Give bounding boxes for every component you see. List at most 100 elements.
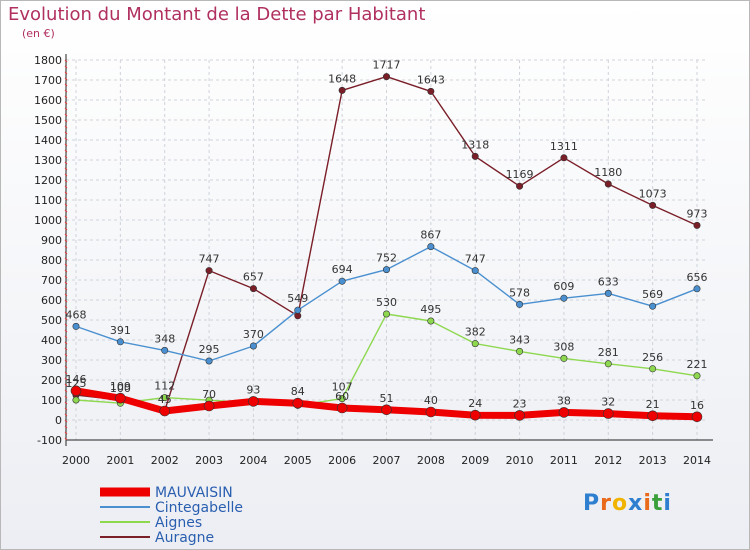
- y-tick-label: 1800: [34, 54, 62, 67]
- data-label: 609: [553, 280, 574, 293]
- data-label: 21: [646, 398, 660, 411]
- x-tick-label: 2014: [683, 454, 711, 467]
- y-axis-dot: [64, 125, 68, 129]
- x-tick-label: 2007: [373, 454, 401, 467]
- x-tick-label: 2008: [417, 454, 445, 467]
- y-axis-dot: [64, 83, 68, 87]
- logo-letter: i: [643, 491, 652, 516]
- data-label: 578: [509, 286, 530, 299]
- data-label: 256: [642, 351, 663, 364]
- data-point: [516, 347, 524, 355]
- data-label: 343: [509, 333, 530, 346]
- y-axis-dot: [64, 161, 68, 165]
- data-label: 84: [291, 385, 305, 398]
- y-axis-dot: [64, 281, 68, 285]
- data-label: 468: [66, 308, 87, 321]
- data-point: [649, 302, 657, 310]
- data-label: 32: [601, 396, 615, 409]
- data-label: 973: [687, 207, 708, 220]
- x-tick-label: 2001: [106, 454, 134, 467]
- data-point: [159, 405, 171, 417]
- data-label: 23: [513, 397, 527, 410]
- chart-title: Evolution du Montant de la Dette par Hab…: [8, 4, 426, 25]
- data-point: [205, 267, 213, 275]
- data-label: 107: [332, 381, 353, 394]
- logo-letter: o: [611, 491, 629, 516]
- data-point: [693, 285, 701, 293]
- data-point: [560, 354, 568, 362]
- data-point: [203, 400, 215, 412]
- data-point: [338, 395, 346, 403]
- y-axis-dot: [64, 65, 68, 69]
- y-axis-dot: [64, 353, 68, 357]
- y-axis-dot: [64, 431, 68, 435]
- data-point: [604, 360, 612, 368]
- y-tick-label: 300: [41, 354, 62, 367]
- y-tick-label: 1400: [34, 134, 62, 147]
- data-label: 1073: [639, 187, 667, 200]
- y-axis-dot: [64, 221, 68, 225]
- data-point: [427, 317, 435, 325]
- data-label: 747: [199, 253, 220, 266]
- y-axis-dot: [64, 251, 68, 255]
- y-axis-dot: [64, 197, 68, 201]
- data-label: 221: [687, 358, 708, 371]
- y-tick-label: -100: [37, 434, 62, 447]
- data-point: [116, 338, 124, 346]
- data-label: 45: [158, 393, 172, 406]
- y-axis-dot: [64, 191, 68, 195]
- data-label: 93: [246, 383, 260, 396]
- y-axis-dot: [64, 107, 68, 111]
- y-tick-label: 1600: [34, 94, 62, 107]
- data-label: 657: [243, 271, 264, 284]
- data-point: [425, 406, 437, 418]
- y-axis-dot: [64, 425, 68, 429]
- y-axis-dot: [64, 227, 68, 231]
- data-label: 569: [642, 288, 663, 301]
- data-label: 495: [420, 303, 441, 316]
- data-label: 295: [199, 343, 220, 356]
- y-axis-dot: [64, 305, 68, 309]
- data-label: 24: [468, 397, 482, 410]
- y-tick-label: 700: [41, 274, 62, 287]
- y-axis-dot: [64, 179, 68, 183]
- data-label: 40: [424, 394, 438, 407]
- data-label: 100: [110, 382, 131, 395]
- data-point: [560, 154, 568, 162]
- y-tick-label: 1000: [34, 214, 62, 227]
- y-axis-dot: [64, 95, 68, 99]
- data-label: 125: [66, 377, 87, 390]
- x-tick-label: 2003: [195, 454, 223, 467]
- data-point: [471, 267, 479, 275]
- data-point: [70, 385, 82, 397]
- data-point: [516, 300, 524, 308]
- y-tick-label: 100: [41, 394, 62, 407]
- y-axis-dot: [64, 275, 68, 279]
- data-point: [471, 340, 479, 348]
- y-axis-dot: [64, 419, 68, 423]
- data-label: 549: [287, 292, 308, 305]
- proxiti-logo: Proxiti: [583, 491, 672, 516]
- y-axis-dot: [64, 395, 68, 399]
- data-label: 530: [376, 296, 397, 309]
- series-cintegabelle: 468 391 348 295 370 549 694 752 867 747 578 609 633 5…: [66, 229, 708, 365]
- x-tick-label: 2005: [284, 454, 312, 467]
- data-point: [338, 277, 346, 285]
- data-point: [249, 342, 257, 350]
- y-axis-dot: [64, 383, 68, 387]
- data-point: [248, 396, 259, 407]
- y-tick-label: 1200: [34, 174, 62, 187]
- data-label: 1311: [550, 140, 578, 153]
- data-point: [516, 182, 524, 190]
- y-axis-dot: [64, 269, 68, 273]
- y-axis-dot: [64, 287, 68, 291]
- data-point: [604, 180, 612, 188]
- data-label: 348: [154, 332, 175, 345]
- data-label: 752: [376, 252, 397, 265]
- data-label: 38: [557, 394, 571, 407]
- y-axis-dot: [64, 359, 68, 363]
- y-axis-dot: [64, 293, 68, 297]
